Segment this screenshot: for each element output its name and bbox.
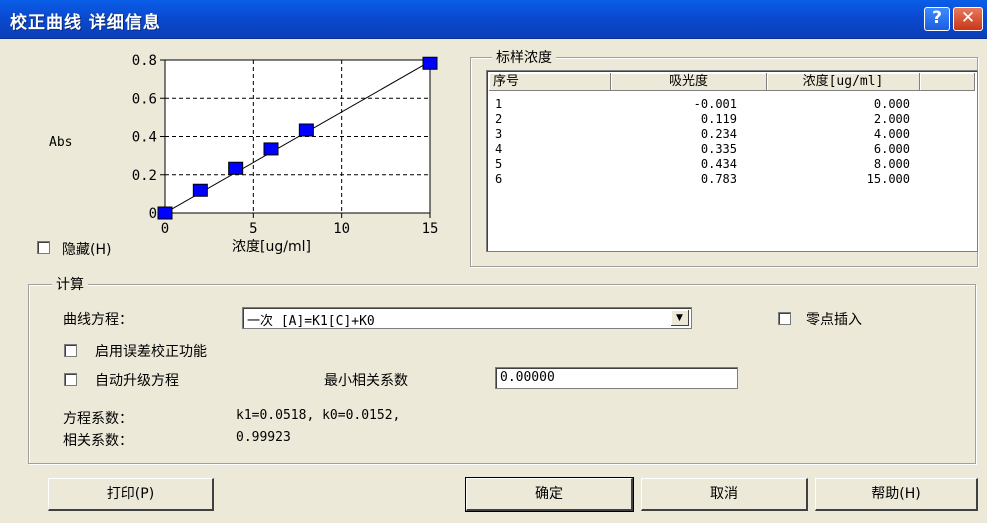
y-tick-label: 0 bbox=[149, 206, 157, 222]
title-bar[interactable]: 校正曲线 详细信息 ? ✕ bbox=[0, 0, 987, 39]
cell-index: 1 bbox=[495, 97, 503, 111]
list-header: 序号 吸光度 浓度[ug/ml] bbox=[489, 73, 975, 91]
list-item[interactable]: 3 0.234 4.000 bbox=[487, 128, 973, 141]
data-point bbox=[228, 161, 244, 175]
data-point bbox=[192, 183, 208, 197]
fit-line bbox=[164, 61, 431, 214]
col-header-filler bbox=[920, 73, 975, 91]
min-corr-input[interactable]: 0.00000 bbox=[495, 367, 738, 389]
cell-concentration: 8.000 bbox=[873, 157, 910, 171]
cell-concentration: 15.000 bbox=[866, 172, 910, 186]
y-axis-label: Abs bbox=[49, 135, 73, 150]
help-button[interactable]: 帮助(H) bbox=[815, 478, 978, 511]
data-point bbox=[422, 56, 438, 70]
y-tick-label: 0.6 bbox=[132, 91, 157, 107]
chevron-down-icon[interactable]: ▼ bbox=[671, 310, 689, 326]
x-tick-label: 10 bbox=[333, 221, 350, 237]
standards-list[interactable]: 序号 吸光度 浓度[ug/ml] 1 -0.001 0.000 2 0.119 2.000… bbox=[486, 70, 978, 252]
corr-label: 相关系数： bbox=[63, 433, 133, 449]
cell-index: 6 bbox=[495, 172, 503, 186]
print-button[interactable]: 打印(P) bbox=[48, 478, 214, 511]
cell-concentration: 4.000 bbox=[873, 127, 910, 141]
cell-index: 5 bbox=[495, 157, 503, 171]
error-correction-checkbox[interactable] bbox=[64, 344, 77, 357]
x-tick-label: 15 bbox=[422, 221, 439, 237]
list-item[interactable]: 1 -0.001 0.000 bbox=[487, 98, 973, 111]
col-header-concentration[interactable]: 浓度[ug/ml] bbox=[767, 73, 920, 91]
col-header-index[interactable]: 序号 bbox=[489, 73, 611, 91]
cell-absorbance: -0.001 bbox=[693, 97, 737, 111]
equation-label: 曲线方程： bbox=[63, 312, 133, 328]
list-item[interactable]: 6 0.783 15.000 bbox=[487, 173, 973, 186]
cell-absorbance: 0.119 bbox=[700, 112, 737, 126]
cell-index: 3 bbox=[495, 127, 503, 141]
y-tick-label: 0.4 bbox=[132, 130, 157, 146]
col-header-absorbance[interactable]: 吸光度 bbox=[611, 73, 767, 91]
x-tick-label: 0 bbox=[161, 221, 169, 237]
data-point bbox=[298, 123, 314, 137]
equation-selected-value: 一次 [A]=K1[C]+K0 bbox=[247, 314, 375, 329]
min-corr-label: 最小相关系数 bbox=[324, 373, 408, 389]
list-item[interactable]: 2 0.119 2.000 bbox=[487, 113, 973, 126]
corr-value: 0.99923 bbox=[236, 430, 291, 445]
hide-checkbox-label: 隐藏(H) bbox=[62, 242, 112, 258]
equation-select[interactable]: 一次 [A]=K1[C]+K0 ▼ bbox=[242, 307, 692, 329]
y-tick-label: 0.2 bbox=[132, 168, 157, 184]
window-title: 校正曲线 详细信息 bbox=[10, 13, 161, 33]
error-correction-label: 启用误差校正功能 bbox=[95, 344, 207, 360]
list-item[interactable]: 5 0.434 8.000 bbox=[487, 158, 973, 171]
y-tick-label: 0.8 bbox=[132, 53, 157, 69]
cell-absorbance: 0.335 bbox=[700, 142, 737, 156]
cell-index: 4 bbox=[495, 142, 503, 156]
x-axis-label: 浓度[ug/ml] bbox=[232, 239, 311, 255]
cell-concentration: 6.000 bbox=[873, 142, 910, 156]
zero-insert-checkbox[interactable] bbox=[778, 312, 791, 325]
zero-insert-label: 零点插入 bbox=[806, 312, 862, 328]
calibration-chart: 0 5 10 15 0 0.2 0.4 0.6 0.8 bbox=[132, 53, 439, 237]
cell-index: 2 bbox=[495, 112, 503, 126]
calc-groupbox bbox=[28, 284, 976, 464]
cell-absorbance: 0.783 bbox=[700, 172, 737, 186]
ok-button[interactable]: 确定 bbox=[465, 477, 634, 512]
cancel-button[interactable]: 取消 bbox=[641, 478, 808, 511]
auto-upgrade-label: 自动升级方程 bbox=[95, 373, 179, 389]
help-title-button[interactable]: ? bbox=[924, 7, 950, 31]
cell-absorbance: 0.234 bbox=[700, 127, 737, 141]
coef-label: 方程系数： bbox=[63, 411, 133, 427]
hide-checkbox[interactable] bbox=[37, 241, 50, 254]
cell-absorbance: 0.434 bbox=[700, 157, 737, 171]
coef-value: k1=0.0518, k0=0.0152, bbox=[236, 408, 401, 423]
calc-group-title: 计算 bbox=[52, 274, 88, 294]
standards-group-title: 标样浓度 bbox=[492, 47, 556, 67]
x-tick-label: 5 bbox=[249, 221, 257, 237]
cell-concentration: 0.000 bbox=[873, 97, 910, 111]
data-point bbox=[263, 142, 279, 156]
close-button[interactable]: ✕ bbox=[953, 7, 983, 31]
list-item[interactable]: 4 0.335 6.000 bbox=[487, 143, 973, 156]
cell-concentration: 2.000 bbox=[873, 112, 910, 126]
data-point bbox=[157, 206, 173, 220]
auto-upgrade-checkbox[interactable] bbox=[64, 373, 77, 386]
